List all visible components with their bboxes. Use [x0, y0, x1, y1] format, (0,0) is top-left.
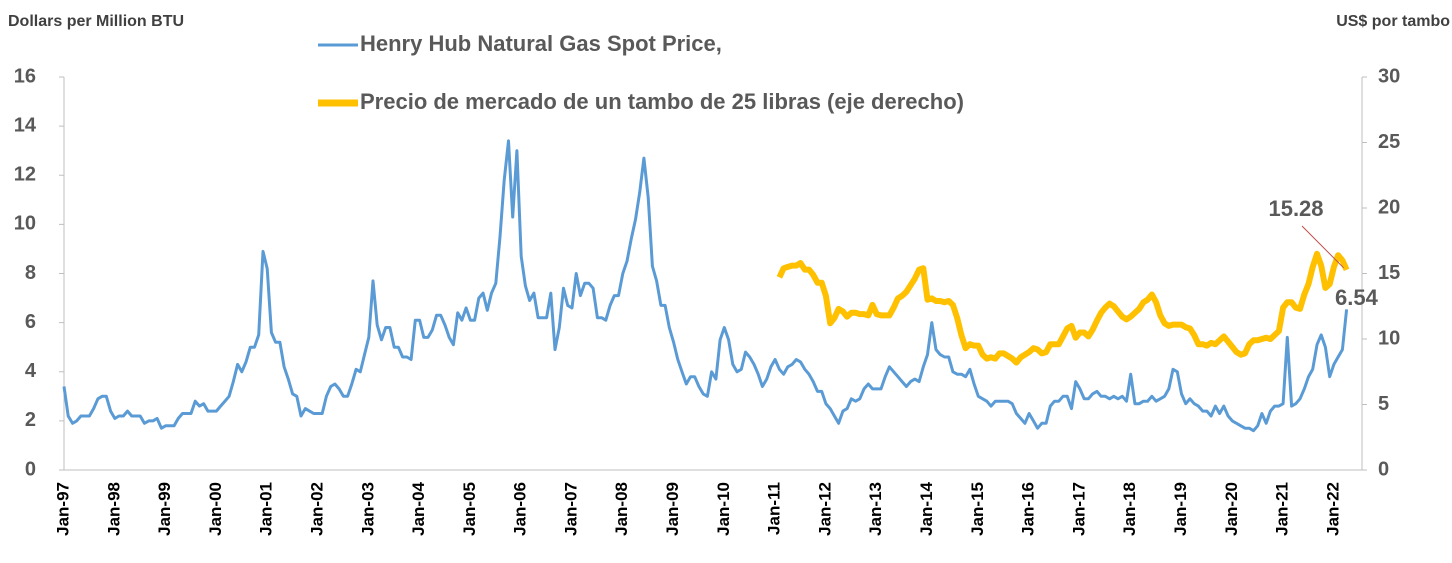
series-line [62, 139, 1349, 433]
x-tick-label: Jan-00 [206, 482, 225, 536]
x-tick-label: Jan-04 [409, 481, 428, 535]
y-tick-label: 0 [25, 458, 36, 480]
legend-label: Henry Hub Natural Gas Spot Price, [360, 31, 722, 56]
y-tick-label: 6 [25, 311, 36, 333]
y-tick-label: 14 [14, 114, 37, 136]
x-tick-label: Jan-19 [1171, 482, 1190, 536]
y-axis-title: Dollars per Million BTU [8, 13, 184, 30]
y2-tick-label: 20 [1378, 196, 1400, 218]
data-label: 15.28 [1268, 196, 1323, 221]
x-tick-label: Jan-06 [511, 482, 530, 536]
series-line [776, 250, 1350, 366]
x-tick-label: Jan-22 [1323, 482, 1342, 536]
y2-tick-label: 0 [1378, 458, 1389, 480]
x-tick-label: Jan-18 [1120, 482, 1139, 536]
x-tick-label: Jan-98 [104, 482, 123, 536]
x-tick-label: Jan-16 [1019, 482, 1038, 536]
y2-tick-label: 30 [1378, 65, 1400, 87]
data-label: 6.54 [1335, 285, 1379, 310]
x-tick-label: Jan-14 [917, 481, 936, 535]
y-tick-label: 4 [25, 360, 37, 382]
leader-line [1301, 225, 1344, 269]
x-tick-label: Jan-05 [460, 482, 479, 536]
x-tick-label: Jan-13 [866, 482, 885, 536]
x-tick-label: Jan-12 [815, 482, 834, 536]
x-tick-label: Jan-09 [663, 482, 682, 536]
x-tick-label: Jan-11 [765, 482, 784, 535]
y2-tick-label: 15 [1378, 262, 1400, 284]
x-tick-label: Jan-97 [53, 482, 72, 536]
x-tick-label: Jan-21 [1273, 482, 1292, 536]
x-tick-label: Jan-17 [1069, 482, 1088, 536]
y-tick-label: 16 [14, 65, 36, 87]
x-tick-label: Jan-10 [714, 482, 733, 536]
x-tick-label: Jan-01 [257, 482, 276, 536]
y2-tick-label: 10 [1378, 327, 1400, 349]
y2-axis-title: US$ por tambo [1336, 13, 1450, 30]
x-tick-label: Jan-03 [358, 482, 377, 536]
y-tick-label: 8 [25, 262, 36, 284]
y2-tick-label: 25 [1378, 131, 1400, 153]
y2-tick-label: 5 [1378, 393, 1389, 415]
y-tick-label: 12 [14, 164, 36, 186]
x-tick-label: Jan-15 [968, 482, 987, 536]
x-tick-label: Jan-20 [1222, 482, 1241, 536]
x-tick-label: Jan-08 [612, 482, 631, 536]
legend-label: Precio de mercado de un tambo de 25 libr… [360, 89, 964, 114]
x-tick-label: Jan-07 [561, 482, 580, 536]
x-tick-label: Jan-02 [307, 482, 326, 536]
y-tick-label: 10 [14, 213, 36, 235]
x-tick-label: Jan-99 [155, 482, 174, 536]
y-tick-label: 2 [25, 409, 36, 431]
